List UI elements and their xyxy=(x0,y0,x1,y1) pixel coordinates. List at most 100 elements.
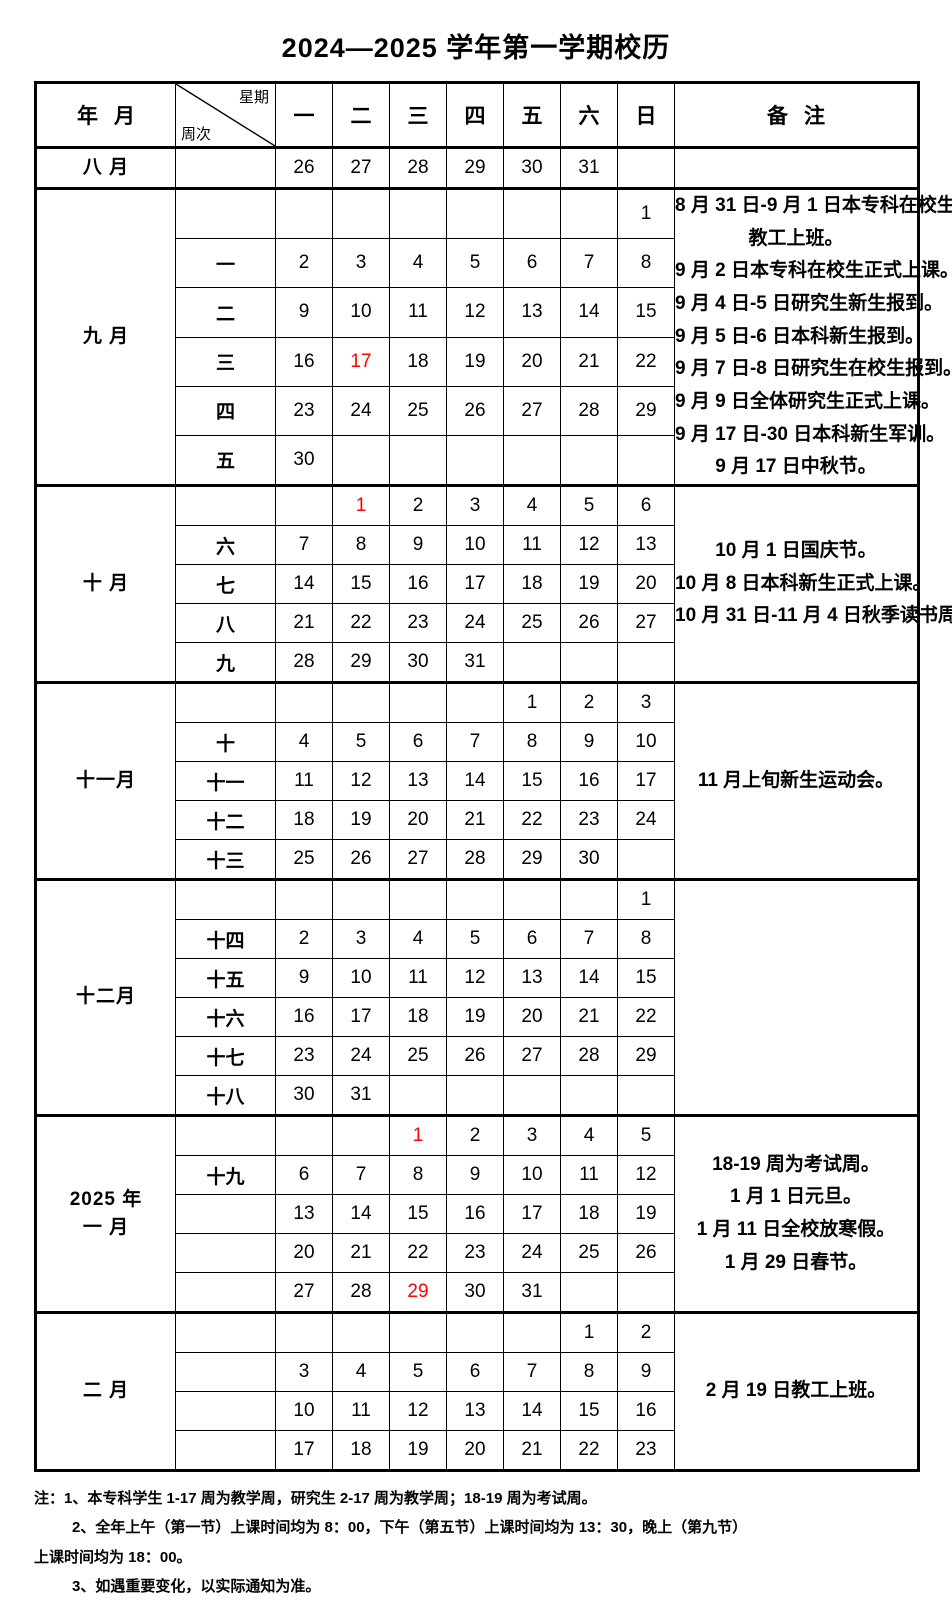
day-cell[interactable]: 11 xyxy=(503,525,561,566)
day-cell[interactable]: 16 xyxy=(560,761,618,802)
day-cell[interactable]: 27 xyxy=(617,603,675,644)
day-cell[interactable]: 8 xyxy=(389,1155,447,1196)
day-cell[interactable]: 16 xyxy=(617,1391,675,1432)
day-cell[interactable]: 7 xyxy=(560,919,618,960)
day-cell[interactable]: 13 xyxy=(446,1391,504,1432)
day-cell[interactable]: 22 xyxy=(389,1233,447,1274)
day-cell[interactable]: 12 xyxy=(446,958,504,999)
day-cell[interactable]: 27 xyxy=(332,146,390,189)
day-cell[interactable]: 19 xyxy=(446,997,504,1038)
day-cell[interactable]: 9 xyxy=(560,722,618,763)
day-cell[interactable]: 1 xyxy=(617,186,675,240)
day-cell[interactable]: 27 xyxy=(503,385,561,436)
day-cell[interactable]: 26 xyxy=(332,839,390,881)
day-cell[interactable]: 25 xyxy=(560,1233,618,1274)
day-cell[interactable]: 31 xyxy=(332,1075,390,1117)
day-cell[interactable]: 2 xyxy=(560,681,618,724)
day-cell[interactable]: 13 xyxy=(617,525,675,566)
day-cell[interactable]: 3 xyxy=(617,681,675,724)
day-cell[interactable]: 10 xyxy=(503,1155,561,1196)
day-cell[interactable]: 4 xyxy=(332,1352,390,1393)
day-cell[interactable]: 11 xyxy=(275,761,333,802)
day-cell[interactable]: 24 xyxy=(617,800,675,841)
day-cell[interactable]: 6 xyxy=(389,722,447,763)
day-cell[interactable]: 23 xyxy=(275,1036,333,1077)
day-cell[interactable]: 27 xyxy=(275,1272,333,1314)
day-cell[interactable]: 20 xyxy=(389,800,447,841)
day-cell[interactable]: 29 xyxy=(332,642,390,684)
day-cell[interactable]: 16 xyxy=(275,997,333,1038)
day-cell[interactable]: 2 xyxy=(275,919,333,960)
day-cell[interactable]: 1 xyxy=(560,1311,618,1354)
day-cell[interactable]: 5 xyxy=(617,1114,675,1157)
day-cell[interactable]: 11 xyxy=(389,287,447,338)
day-cell[interactable]: 5 xyxy=(560,484,618,527)
day-cell[interactable]: 14 xyxy=(332,1194,390,1235)
day-cell[interactable]: 3 xyxy=(332,919,390,960)
day-cell[interactable]: 17 xyxy=(332,997,390,1038)
day-cell[interactable]: 1 xyxy=(332,484,390,527)
day-cell[interactable]: 3 xyxy=(446,484,504,527)
day-cell[interactable]: 5 xyxy=(332,722,390,763)
day-cell[interactable]: 15 xyxy=(503,761,561,802)
day-cell[interactable]: 21 xyxy=(275,603,333,644)
day-cell[interactable]: 17 xyxy=(446,564,504,605)
day-cell[interactable]: 22 xyxy=(617,336,675,387)
day-cell[interactable]: 24 xyxy=(332,385,390,436)
day-cell[interactable]: 14 xyxy=(560,958,618,999)
day-cell[interactable]: 12 xyxy=(560,525,618,566)
day-cell[interactable]: 4 xyxy=(275,722,333,763)
day-cell[interactable]: 30 xyxy=(560,839,618,881)
day-cell[interactable]: 12 xyxy=(617,1155,675,1196)
day-cell[interactable]: 10 xyxy=(617,722,675,763)
day-cell[interactable]: 14 xyxy=(275,564,333,605)
day-cell[interactable]: 18 xyxy=(389,336,447,387)
day-cell[interactable]: 5 xyxy=(446,919,504,960)
day-cell[interactable]: 3 xyxy=(332,238,390,289)
day-cell[interactable]: 16 xyxy=(389,564,447,605)
day-cell[interactable]: 9 xyxy=(446,1155,504,1196)
day-cell[interactable]: 28 xyxy=(560,385,618,436)
day-cell[interactable]: 2 xyxy=(275,238,333,289)
day-cell[interactable]: 26 xyxy=(446,1036,504,1077)
day-cell[interactable]: 22 xyxy=(560,1430,618,1472)
day-cell[interactable]: 11 xyxy=(560,1155,618,1196)
day-cell[interactable]: 21 xyxy=(560,336,618,387)
day-cell[interactable]: 10 xyxy=(332,287,390,338)
day-cell[interactable]: 22 xyxy=(617,997,675,1038)
day-cell[interactable]: 28 xyxy=(446,839,504,881)
day-cell[interactable]: 10 xyxy=(446,525,504,566)
day-cell[interactable]: 5 xyxy=(446,238,504,289)
day-cell[interactable]: 3 xyxy=(503,1114,561,1157)
day-cell[interactable]: 11 xyxy=(389,958,447,999)
day-cell[interactable]: 6 xyxy=(503,238,561,289)
day-cell[interactable]: 22 xyxy=(503,800,561,841)
day-cell[interactable]: 20 xyxy=(446,1430,504,1472)
day-cell[interactable]: 18 xyxy=(332,1430,390,1472)
day-cell[interactable]: 13 xyxy=(503,958,561,999)
day-cell[interactable]: 8 xyxy=(617,919,675,960)
day-cell[interactable]: 26 xyxy=(275,146,333,189)
day-cell[interactable]: 2 xyxy=(446,1114,504,1157)
day-cell[interactable]: 19 xyxy=(389,1430,447,1472)
day-cell[interactable]: 19 xyxy=(446,336,504,387)
day-cell[interactable]: 25 xyxy=(389,385,447,436)
day-cell[interactable]: 11 xyxy=(332,1391,390,1432)
day-cell[interactable]: 15 xyxy=(617,958,675,999)
day-cell[interactable]: 26 xyxy=(446,385,504,436)
day-cell[interactable]: 17 xyxy=(503,1194,561,1235)
day-cell[interactable]: 30 xyxy=(389,642,447,684)
day-cell[interactable]: 27 xyxy=(389,839,447,881)
day-cell[interactable]: 12 xyxy=(389,1391,447,1432)
day-cell[interactable]: 17 xyxy=(275,1430,333,1472)
day-cell[interactable]: 7 xyxy=(332,1155,390,1196)
day-cell[interactable]: 4 xyxy=(389,919,447,960)
day-cell[interactable]: 3 xyxy=(275,1352,333,1393)
day-cell[interactable]: 20 xyxy=(503,336,561,387)
day-cell[interactable]: 1 xyxy=(617,878,675,921)
day-cell[interactable]: 10 xyxy=(275,1391,333,1432)
day-cell[interactable]: 4 xyxy=(389,238,447,289)
day-cell[interactable]: 8 xyxy=(503,722,561,763)
day-cell[interactable]: 21 xyxy=(560,997,618,1038)
day-cell[interactable]: 21 xyxy=(332,1233,390,1274)
